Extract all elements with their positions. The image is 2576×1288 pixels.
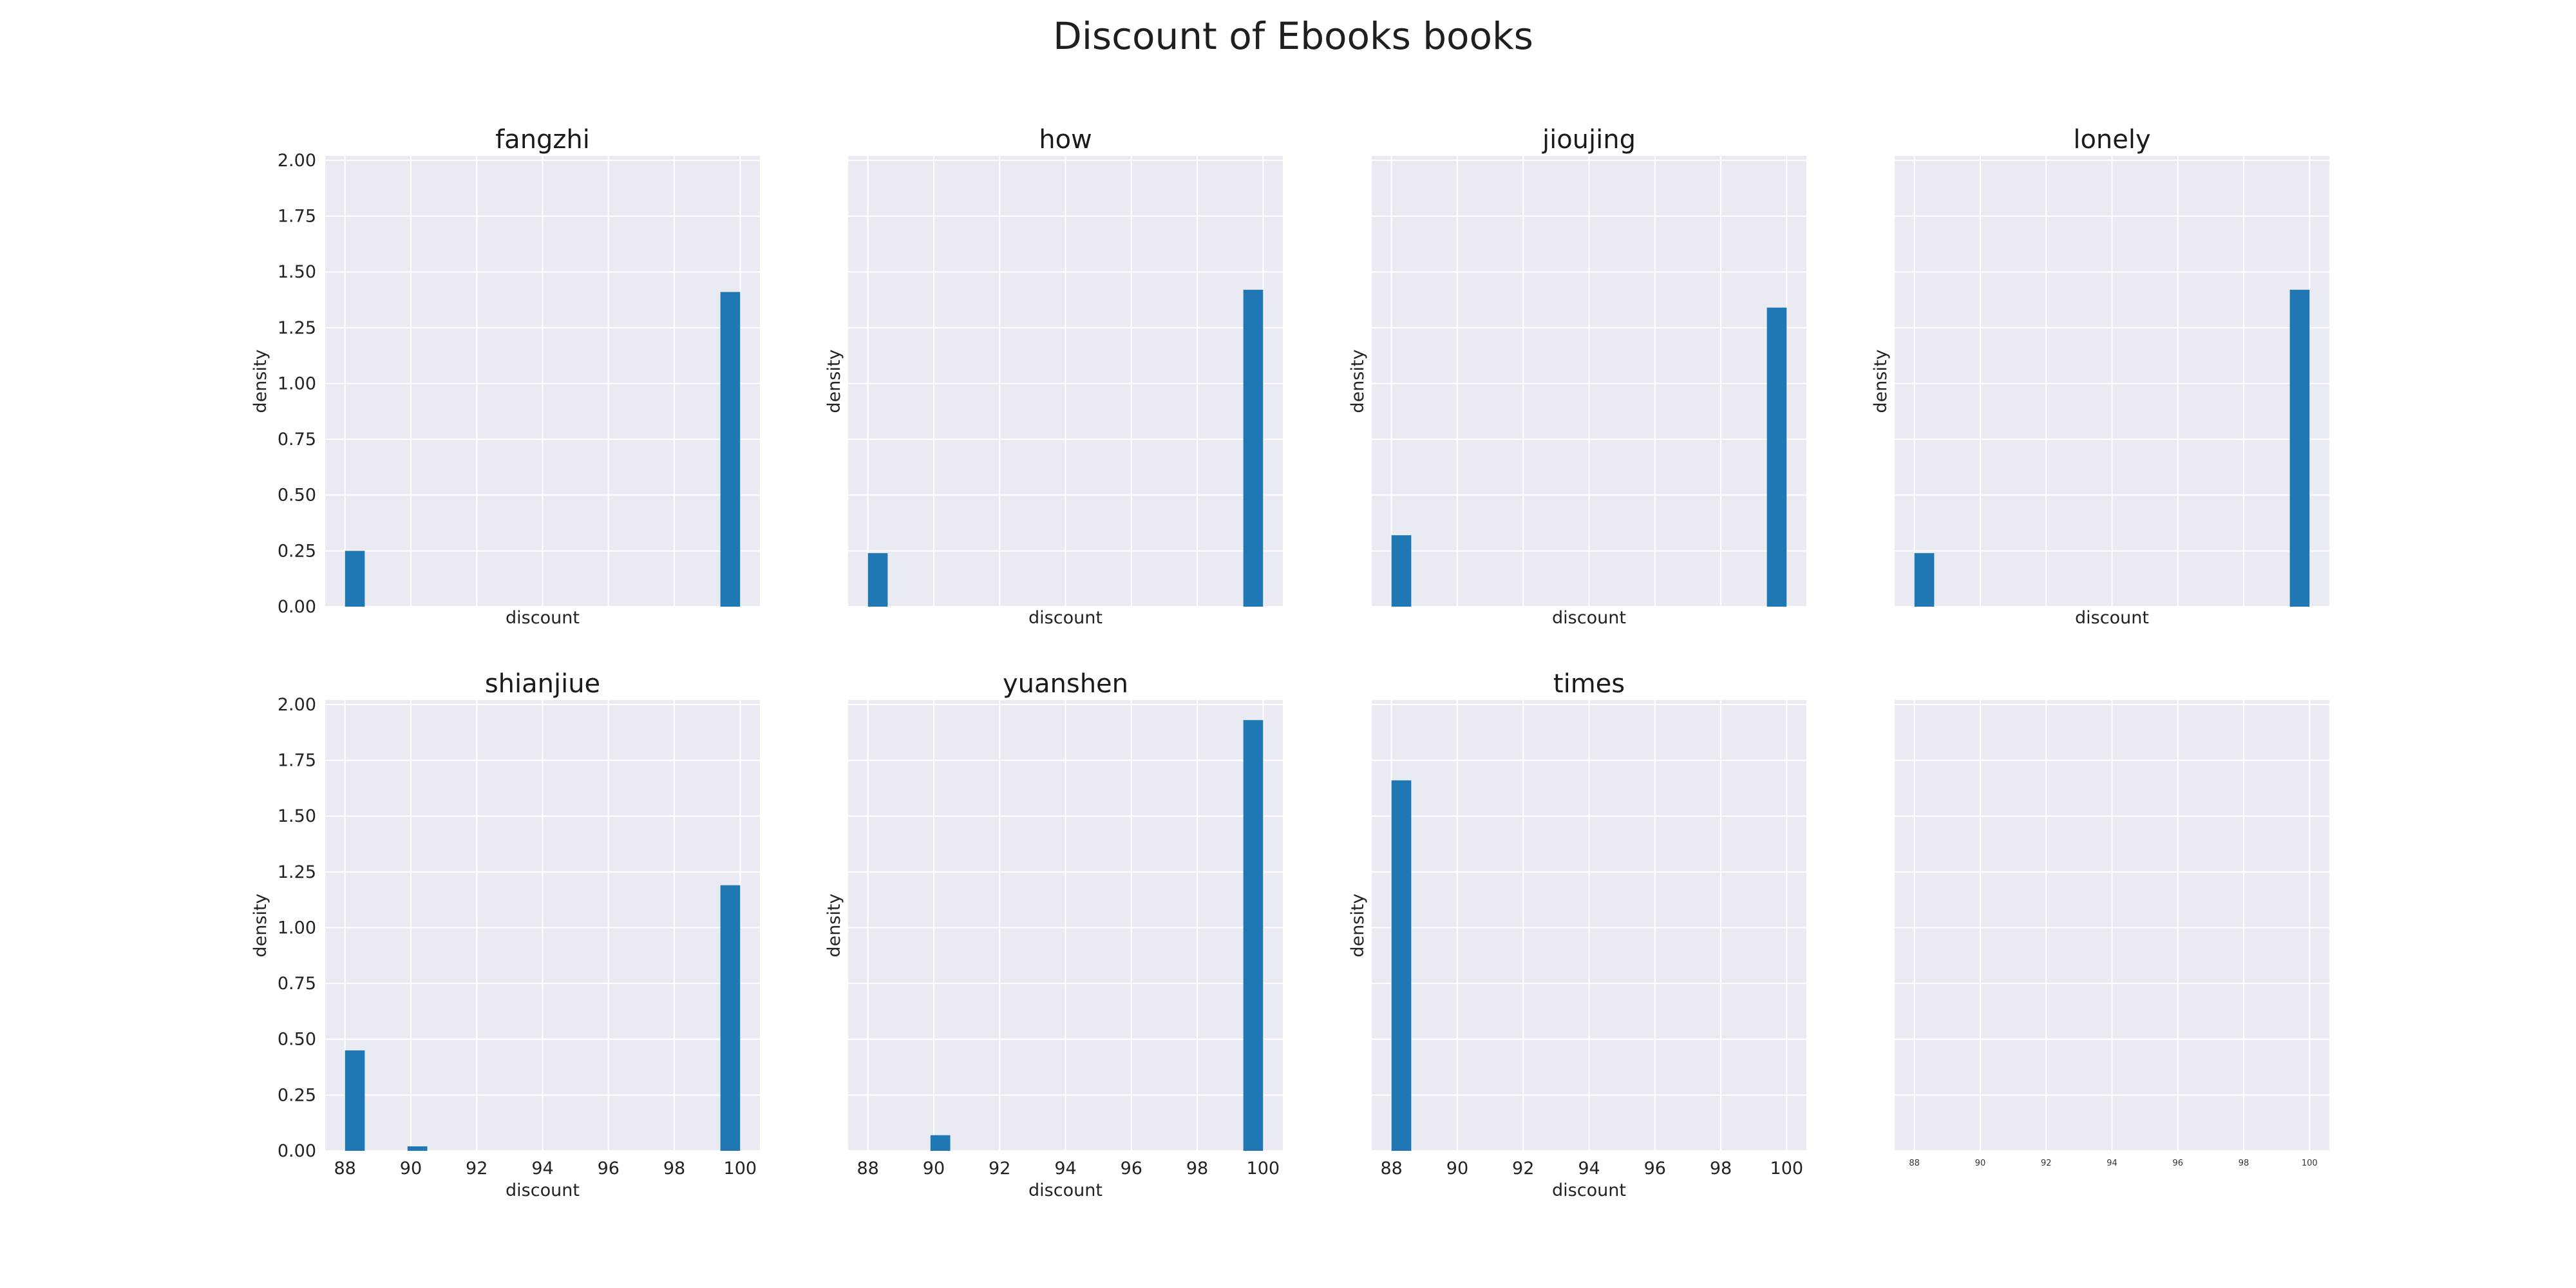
x-tick-label: 94 [2107, 1159, 2117, 1168]
x-axis-label: discount [506, 608, 580, 628]
y-tick-label: 1.25 [278, 318, 316, 338]
x-tick-label: 100 [2302, 1159, 2318, 1168]
y-tick-label: 1.75 [278, 751, 316, 771]
histogram-bar [1914, 553, 1935, 607]
x-tick-label: 92 [989, 1159, 1010, 1179]
x-tick-label: 94 [531, 1159, 553, 1179]
y-tick-label: 2.00 [278, 695, 316, 715]
histogram-bar [720, 885, 741, 1151]
histogram-bar [1243, 289, 1264, 607]
x-tick-label: 94 [1054, 1159, 1076, 1179]
subplot-title: fangzhi [495, 125, 590, 155]
y-tick-label: 1.50 [278, 262, 316, 282]
y-tick-label: 0.25 [278, 541, 316, 561]
subplot-times: times 88 90 92 94 96 98 100 discount density [1348, 669, 1806, 1200]
y-tick-label: 0.50 [278, 1030, 316, 1050]
subplot-jioujing: jioujing discount density [1348, 125, 1806, 628]
x-axis-label: discount [506, 1180, 580, 1200]
y-tick-label: 0.75 [278, 974, 316, 994]
histogram-bar [345, 1050, 365, 1151]
y-axis-label: density [824, 349, 844, 413]
subplot-fangzhi: fangzhi 0.00 0.25 0.50 0.75 1.00 1.25 1.50 1.75 2… [251, 125, 760, 628]
y-axis-label: density [824, 893, 844, 957]
x-tick-label: 96 [1121, 1159, 1142, 1179]
histogram-bar [930, 1135, 951, 1151]
subplot-title: lonely [2073, 125, 2150, 155]
histogram-bar [1766, 307, 1787, 607]
x-tick-label: 98 [663, 1159, 685, 1179]
histogram-bar [2289, 289, 2310, 607]
histogram-bar [720, 292, 741, 607]
subplot-shianjiue: shianjiue 0.00 0.25 0.50 0.75 1.00 1.25 1.50 1.7… [251, 669, 760, 1200]
histogram-bar [867, 553, 888, 607]
subplot-title: times [1553, 669, 1625, 699]
subplot-how: how discount density [824, 125, 1283, 628]
y-tick-label: 0.00 [278, 1141, 316, 1161]
histogram-bar [1243, 720, 1264, 1151]
subplot-title: how [1039, 125, 1092, 155]
x-tick-label: 96 [1644, 1159, 1666, 1179]
x-tick-label: 90 [400, 1159, 422, 1179]
y-tick-label: 1.75 [278, 207, 316, 227]
y-tick-label: 1.00 [278, 374, 316, 393]
x-tick-label: 92 [2041, 1159, 2052, 1168]
x-tick-label: 88 [1381, 1159, 1403, 1179]
x-tick-label: 92 [1512, 1159, 1534, 1179]
x-tick-label: 92 [466, 1159, 488, 1179]
subplot-empty: 88 90 92 94 96 98 100 [1895, 700, 2329, 1168]
x-tick-label: 90 [923, 1159, 945, 1179]
x-tick-label: 88 [1909, 1159, 1920, 1168]
y-axis-label: density [251, 349, 270, 413]
y-tick-label: 1.25 [278, 862, 316, 882]
x-tick-label: 90 [1446, 1159, 1468, 1179]
histogram-bar [407, 1146, 428, 1151]
y-tick-label: 0.00 [278, 597, 316, 617]
x-axis-label: discount [1552, 1180, 1626, 1200]
x-tick-label: 98 [2239, 1159, 2249, 1168]
x-axis-label: discount [1028, 1180, 1103, 1200]
subplot-title: shianjiue [485, 669, 600, 699]
x-tick-label: 100 [724, 1159, 757, 1179]
x-tick-label: 94 [1578, 1159, 1600, 1179]
y-tick-label: 0.75 [278, 430, 316, 450]
y-tick-label: 1.50 [278, 806, 316, 826]
subplot-grid: fangzhi 0.00 0.25 0.50 0.75 1.00 1.25 1.50 1.75 2… [251, 125, 2329, 1200]
y-axis-label: density [1871, 349, 1891, 413]
y-tick-label: 0.25 [278, 1085, 316, 1105]
subplot-yuanshen: yuanshen 88 90 92 94 96 98 100 discount density [824, 669, 1283, 1200]
x-tick-label: 96 [598, 1159, 620, 1179]
x-tick-label: 100 [1770, 1159, 1804, 1179]
subplot-title: yuanshen [1003, 669, 1128, 699]
x-axis-label: discount [1552, 608, 1626, 628]
y-tick-label: 1.00 [278, 918, 316, 938]
x-tick-label: 88 [334, 1159, 356, 1179]
histogram-bar [1391, 780, 1412, 1151]
y-tick-label: 2.00 [278, 151, 316, 171]
x-axis-label: discount [1028, 608, 1103, 628]
y-axis-label: density [251, 893, 270, 957]
histogram-bar [345, 551, 365, 607]
figure-title: Discount of Ebooks books [1053, 14, 1533, 58]
y-axis-label: density [1348, 893, 1368, 957]
y-tick-label: 0.50 [278, 486, 316, 506]
x-tick-label: 90 [1975, 1159, 1986, 1168]
x-tick-label: 100 [1247, 1159, 1280, 1179]
histogram-bar [1391, 535, 1412, 607]
x-tick-label: 98 [1710, 1159, 1732, 1179]
subplot-title: jioujing [1542, 125, 1636, 155]
x-axis-label: discount [2075, 608, 2149, 628]
y-axis-label: density [1348, 349, 1368, 413]
subplot-lonely: lonely discount density [1871, 125, 2329, 628]
x-tick-label: 96 [2172, 1159, 2183, 1168]
x-tick-label: 88 [857, 1159, 879, 1179]
x-tick-label: 98 [1186, 1159, 1208, 1179]
